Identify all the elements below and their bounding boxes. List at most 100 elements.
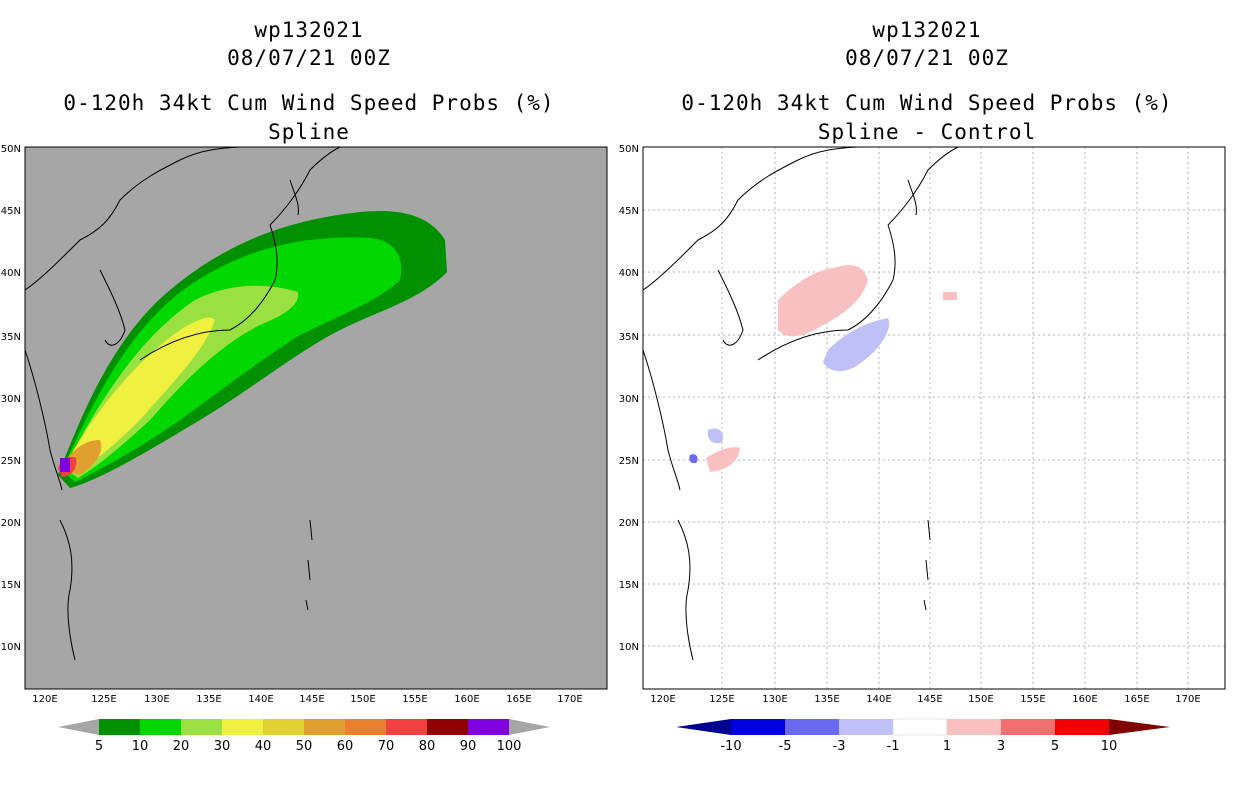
difference-fields xyxy=(689,265,957,472)
lon-label: 170E xyxy=(1175,694,1200,705)
colorbar-segment xyxy=(345,719,386,735)
swath-90-100 xyxy=(60,458,70,472)
lon-label: 135E xyxy=(196,694,221,705)
colorbar-high-triangle xyxy=(1109,719,1170,735)
negative-diff-region xyxy=(823,318,890,372)
lat-label: 25N xyxy=(1,456,21,467)
colorbar-label: 90 xyxy=(460,739,477,754)
lon-label: 130E xyxy=(144,694,169,705)
lon-label: 145E xyxy=(917,694,942,705)
colorbar-label: -10 xyxy=(720,739,741,754)
right-panel: wp132021 08/07/21 00Z 0-120h 34kt Cum Wi… xyxy=(618,0,1236,800)
colorbar-segment xyxy=(140,719,181,735)
lat-label: 15N xyxy=(1,580,21,591)
lat-label: 40N xyxy=(619,268,639,279)
colorbar-label: 100 xyxy=(497,739,522,754)
colorbar-label: -1 xyxy=(887,739,900,754)
positive-diff-region xyxy=(778,265,868,337)
colorbar-label: 30 xyxy=(214,739,231,754)
left-panel: wp132021 08/07/21 00Z 0-120h 34kt Cum Wi… xyxy=(1,18,608,754)
negative-diff-region xyxy=(707,428,724,444)
lon-label: 165E xyxy=(506,694,531,705)
lon-label: 170E xyxy=(557,694,582,705)
probability-map: 120E 125E 130E 135E 140E 145E 150E 155E … xyxy=(1,144,608,754)
colorbar-label: -5 xyxy=(779,739,792,754)
probability-swath xyxy=(58,210,447,489)
lat-label: 30N xyxy=(1,394,21,405)
colorbar-label: 60 xyxy=(337,739,354,754)
colorbar-segment xyxy=(1055,719,1109,735)
difference-map: 120E 125E 130E 135E 140E 145E 150E 155E … xyxy=(619,144,1226,754)
coastlines xyxy=(24,146,341,661)
right-colorbar: -10 -5 -3 -1 1 3 5 10 xyxy=(676,718,1170,754)
map-background xyxy=(643,147,1225,689)
storm-id: wp132021 xyxy=(872,18,982,42)
lon-axis-labels: 120E 125E 130E 135E 140E 145E 150E 155E … xyxy=(650,694,1200,705)
colorbar-label: 20 xyxy=(173,739,190,754)
colorbar-low-triangle xyxy=(58,719,99,735)
lat-label: 20N xyxy=(1,518,21,529)
colorbar-label: 5 xyxy=(1051,739,1059,754)
lat-label: 40N xyxy=(1,268,21,279)
lon-label: 160E xyxy=(454,694,479,705)
colorbar-segment xyxy=(839,719,893,735)
colorbar-label: 70 xyxy=(378,739,395,754)
lat-label: 50N xyxy=(619,144,639,155)
lat-label: 45N xyxy=(1,206,21,217)
colorbar-segment xyxy=(99,719,140,735)
colorbar-segment xyxy=(222,719,263,735)
colorbar-label: 10 xyxy=(1101,739,1118,754)
colorbar-label: 10 xyxy=(132,739,149,754)
negative-diff-region xyxy=(689,454,698,464)
product-title: 0-120h 34kt Cum Wind Speed Probs (%) xyxy=(681,91,1173,115)
colorbar-segment xyxy=(468,719,509,735)
lat-label: 25N xyxy=(619,456,639,467)
colorbar-label: 80 xyxy=(419,739,436,754)
lat-label: 20N xyxy=(619,518,639,529)
colorbar-segment xyxy=(892,718,948,736)
lon-label: 150E xyxy=(968,694,993,705)
positive-diff-region xyxy=(943,292,957,300)
lon-label: 150E xyxy=(350,694,375,705)
map-frame xyxy=(24,146,608,690)
colorbar-high-triangle xyxy=(509,719,550,735)
colorbar-low-triangle xyxy=(676,719,731,735)
lon-label: 130E xyxy=(762,694,787,705)
lat-axis-labels: 50N 45N 40N 35N 30N 25N 20N 15N 10N xyxy=(619,144,639,653)
lat-label: 30N xyxy=(619,394,639,405)
lon-label: 140E xyxy=(866,694,891,705)
colorbar-segment xyxy=(785,719,839,735)
lat-label: 10N xyxy=(619,642,639,653)
map-frame xyxy=(642,146,1226,690)
lon-label: 120E xyxy=(32,694,57,705)
colorbar-segment xyxy=(304,719,345,735)
datetime: 08/07/21 00Z xyxy=(845,46,1009,70)
datetime: 08/07/21 00Z xyxy=(227,46,391,70)
storm-id: wp132021 xyxy=(254,18,364,42)
lat-label: 10N xyxy=(1,642,21,653)
colorbar-segment xyxy=(427,719,468,735)
colorbar-label: 1 xyxy=(943,739,951,754)
colorbar-label: 50 xyxy=(296,739,313,754)
coastlines xyxy=(642,146,959,661)
lon-label: 155E xyxy=(402,694,427,705)
colorbar-segment xyxy=(1001,719,1055,735)
lat-label: 50N xyxy=(1,144,21,155)
lon-label: 160E xyxy=(1072,694,1097,705)
lon-label: 165E xyxy=(1124,694,1149,705)
left-colorbar: 5 10 20 30 40 50 60 70 80 90 100 xyxy=(58,719,550,754)
subtitle: Spline - Control xyxy=(817,120,1037,144)
colorbar-segment xyxy=(263,719,304,735)
lat-label: 45N xyxy=(619,206,639,217)
lon-label: 155E xyxy=(1020,694,1045,705)
colorbar-label: -3 xyxy=(833,739,846,754)
lon-label: 145E xyxy=(299,694,324,705)
colorbar-label: 5 xyxy=(95,739,103,754)
colorbar-segment xyxy=(947,719,1001,735)
lat-label: 15N xyxy=(619,580,639,591)
product-title: 0-120h 34kt Cum Wind Speed Probs (%) xyxy=(63,91,555,115)
colorbar-segment xyxy=(181,719,222,735)
lat-label: 35N xyxy=(619,332,639,343)
colorbar-label: 3 xyxy=(997,739,1005,754)
lon-label: 125E xyxy=(709,694,734,705)
